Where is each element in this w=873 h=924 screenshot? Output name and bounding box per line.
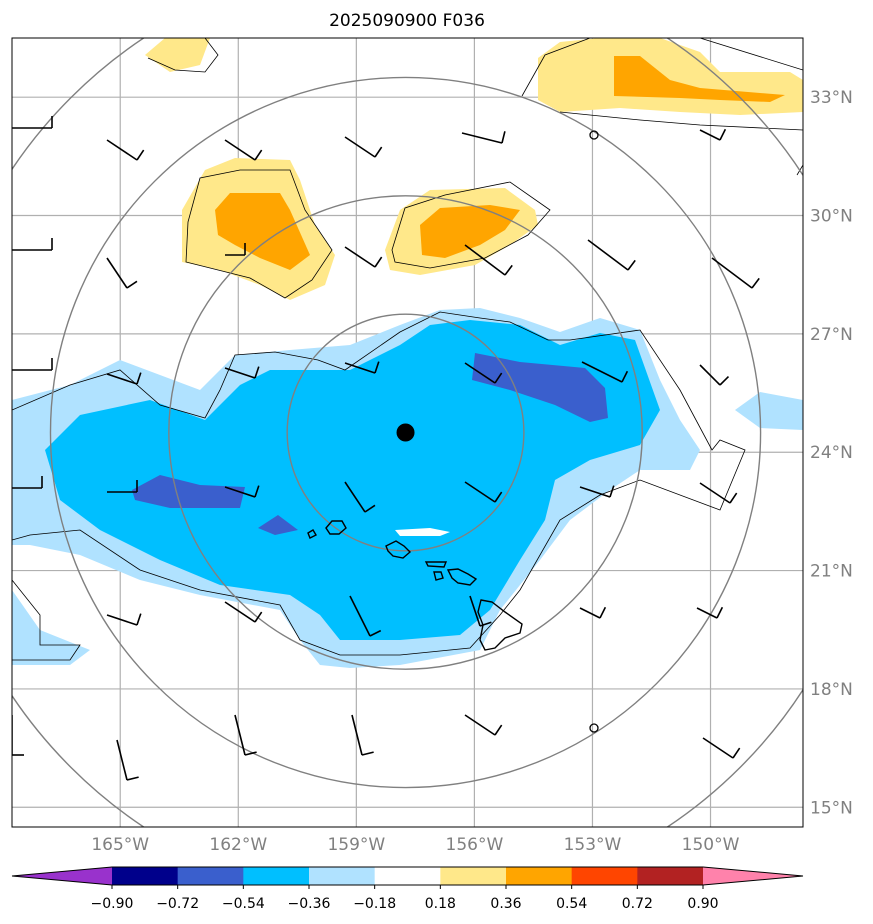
colorbar-swatch-7 [571, 867, 638, 885]
white-patch [395, 528, 450, 536]
wind-barb-18 [581, 361, 629, 383]
colorbar-swatch-5 [440, 867, 507, 885]
range-ring-2 [49, 76, 762, 789]
wind-barb-32 [696, 606, 724, 619]
wind-barb-24 [464, 481, 503, 503]
colorbar-extend-high [703, 867, 803, 885]
wind-barb-29 [349, 595, 382, 637]
colorbar-swatch-0 [112, 867, 179, 885]
wind-barb-6 [12, 238, 53, 251]
wind-barb-8 [225, 243, 246, 256]
latitude-labels: 15°N 18°N 21°N 24°N 27°N 30°N 33°N [810, 88, 853, 818]
colorbar-label-8: 0.72 [622, 896, 653, 912]
wind-barb-27 [106, 613, 142, 626]
colorbar-swatch-8 [637, 867, 704, 885]
longitude-label-5: 150°W [682, 835, 740, 855]
wind-barb-30 [469, 595, 492, 627]
hawaiian-islands [307, 520, 523, 651]
wind-barb-12 [711, 257, 760, 289]
wind-barb-31 [579, 606, 607, 619]
storm-center-marker [396, 423, 415, 442]
map-frame [11, 37, 804, 828]
wind-barb-36 [351, 714, 374, 756]
wind-barb-4 [461, 131, 506, 144]
colorbar-swatch-1 [177, 867, 244, 885]
wind-barb-35 [234, 714, 257, 756]
wind-barb-37 [464, 714, 503, 736]
wind-barb-17 [464, 362, 503, 384]
colorbar-label-4: −0.18 [353, 896, 396, 912]
wind-barb-26 [699, 482, 738, 504]
colorbar-swatch-6 [506, 867, 573, 885]
colorbar-label-3: −0.36 [288, 896, 331, 912]
longitude-label-0: 165°W [91, 835, 149, 855]
wind-barb-10 [464, 244, 513, 276]
latitude-label-4: 27°N [810, 325, 853, 345]
colorbar-label-0: −0.90 [91, 896, 134, 912]
wind-barb-15 [224, 366, 260, 379]
colorbar: −0.90 −0.72 −0.54 −0.36 −0.18 0.18 0.36 0.54 0.7… [11, 866, 804, 912]
wind-barb-7 [106, 257, 138, 289]
wind-barb-25 [579, 485, 615, 498]
wind-barb-33 [12, 715, 24, 756]
longitude-label-2: 159°W [327, 835, 385, 855]
wind-barb-22 [224, 485, 260, 498]
wind-barb-13 [12, 358, 53, 371]
wind-barb-14 [106, 372, 142, 385]
wind-barb-11 [587, 239, 636, 271]
map-title: 2025090900 F036 [329, 11, 485, 31]
latitude-label-3: 24°N [810, 443, 853, 463]
colorbar-swatch-4 [374, 867, 441, 885]
colorbar-extend-low [12, 867, 112, 885]
wind-barb-19 [699, 364, 730, 386]
colorbar-swatch-2 [243, 867, 310, 885]
thin-contour-lines [12, 38, 803, 661]
colorbar-label-7: 0.54 [556, 896, 587, 912]
colorbar-swatch-3 [309, 867, 376, 885]
calm-wind-marker [589, 723, 599, 733]
wind-barb-34 [116, 739, 139, 781]
wind-barb-28 [224, 601, 263, 623]
longitude-label-3: 156°W [446, 835, 504, 855]
latitude-label-1: 18°N [810, 680, 853, 700]
wind-barb-21 [107, 480, 138, 493]
orange-contours [215, 56, 785, 270]
longitude-labels: 165°W 162°W 159°W 156°W 153°W 150°W [91, 835, 739, 855]
wind-barb-2 [224, 139, 263, 161]
blue-contours [45, 320, 660, 640]
colorbar-label-9: 0.90 [687, 896, 718, 912]
wind-barb-20 [12, 476, 43, 489]
wind-barbs [12, 116, 760, 781]
wind-barb-3 [344, 136, 383, 158]
colorbar-label-2: −0.54 [222, 896, 265, 912]
wind-barb-23 [344, 481, 376, 513]
latitude-label-5: 30°N [810, 207, 853, 227]
colorbar-label-6: 0.36 [490, 896, 521, 912]
longitude-label-4: 153°W [564, 835, 622, 855]
wind-barb-0 [12, 116, 53, 129]
calm-wind-marker [589, 130, 599, 140]
latitude-label-2: 21°N [810, 562, 853, 582]
latitude-label-6: 33°N [810, 88, 853, 108]
wind-barb-38 [702, 737, 741, 759]
colorbar-label-5: 0.18 [425, 896, 456, 912]
wind-barb-16 [344, 361, 380, 374]
longitude-label-1: 162°W [209, 835, 267, 855]
wind-barb-9 [344, 246, 383, 268]
colorbar-label-1: −0.72 [156, 896, 199, 912]
latitude-label-0: 15°N [810, 798, 853, 818]
wind-barb-5 [699, 128, 727, 141]
range-ring-0 [286, 313, 525, 552]
range-ring-1 [168, 195, 643, 670]
wind-barb-1 [106, 139, 145, 161]
